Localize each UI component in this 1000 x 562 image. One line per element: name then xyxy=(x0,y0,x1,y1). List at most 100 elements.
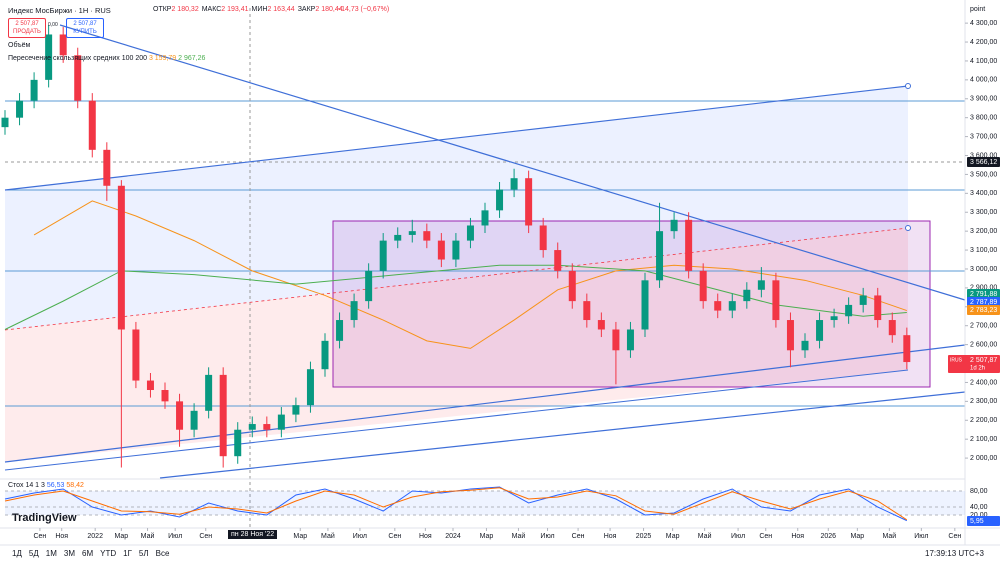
candle-body xyxy=(888,320,896,336)
y-tick-label: 3 800,00 xyxy=(970,115,997,122)
candle-body xyxy=(583,301,591,321)
y-tick-label: 4 000,00 xyxy=(970,77,997,84)
range-button[interactable]: 1Д xyxy=(12,549,22,558)
ohlc-value: 2 163,44 xyxy=(267,6,295,13)
ma-value: 2 967,26 xyxy=(178,55,206,62)
range-button[interactable]: 1Г xyxy=(123,549,132,558)
candle-body xyxy=(496,189,504,211)
x-tick-label: Май xyxy=(698,532,712,540)
channel-fill xyxy=(5,86,908,330)
candle-body xyxy=(452,240,460,260)
candle-body xyxy=(88,100,96,150)
y-tick-label: 2 400,00 xyxy=(970,379,997,386)
y-tick-label: 2 000,00 xyxy=(970,455,997,462)
range-button[interactable]: 3М xyxy=(63,549,75,558)
candle-body xyxy=(845,304,853,317)
candle-body xyxy=(626,329,634,351)
buy-price: 2 507,87 xyxy=(73,21,97,27)
last-price: 2 507,87 xyxy=(970,357,997,364)
candle-body xyxy=(772,280,780,321)
timer: 1d 2h xyxy=(970,366,985,372)
x-tick-label: 2022 xyxy=(87,533,103,540)
x-tick-label: 2026 xyxy=(820,533,836,540)
y-tick-label: 2 100,00 xyxy=(970,436,997,443)
spread: 0,00 xyxy=(48,22,58,28)
candle-body xyxy=(801,340,809,351)
candle-body xyxy=(394,234,402,241)
x-tick-label: Июл xyxy=(731,533,745,540)
ohlc-value: 2 180,32 xyxy=(171,6,199,13)
range-button[interactable]: 6М xyxy=(82,549,94,558)
candle-body xyxy=(379,240,387,271)
x-tick-label: Сен xyxy=(572,533,585,540)
candle-body xyxy=(408,231,416,235)
sell-button[interactable]: 2 507,87 ПРОДАТЬ xyxy=(8,18,46,38)
candle-body xyxy=(263,424,271,430)
y-tick-label: 2 600,00 xyxy=(970,341,997,348)
stoch-title: Стох 14 1 3 xyxy=(8,482,45,489)
candle-body xyxy=(859,295,867,305)
candle-body xyxy=(423,231,431,241)
price-badge-text: 2 783,23 xyxy=(970,307,997,314)
price-badge-text: 2 787,89 xyxy=(970,299,997,306)
range-button[interactable]: YTD xyxy=(100,549,117,558)
x-tick-label: Ноя xyxy=(419,533,432,540)
stoch-line xyxy=(4,487,908,521)
x-tick-label: Ноя xyxy=(604,533,617,540)
y-tick-label: 4 200,00 xyxy=(970,39,997,46)
range-button[interactable]: Все xyxy=(155,549,170,558)
candle-body xyxy=(757,280,765,290)
range-button[interactable]: 5Л xyxy=(138,549,149,558)
candle-body xyxy=(728,301,736,311)
trend-line xyxy=(4,369,909,471)
candle-body xyxy=(45,34,53,80)
candle-body xyxy=(903,335,911,363)
x-tick-label: Сен xyxy=(759,533,772,540)
candle-body xyxy=(350,301,358,321)
x-tick-label: Июл xyxy=(168,533,182,540)
crosshair-date: пн 28 Ноя '22 xyxy=(228,530,278,539)
candle-body xyxy=(248,424,256,430)
volume-label: Объём xyxy=(8,42,31,49)
x-tick-label: 2024 xyxy=(445,533,461,540)
candle-body xyxy=(874,295,882,321)
range-button[interactable]: 1М xyxy=(45,549,57,558)
candle-body xyxy=(656,231,664,281)
price-badge xyxy=(967,305,1000,315)
candle-body xyxy=(219,374,227,457)
candle-body xyxy=(74,55,82,101)
candle-body xyxy=(685,219,693,271)
candle-body xyxy=(16,100,24,118)
x-tick-label: Мар xyxy=(115,533,129,540)
price-badge xyxy=(967,157,1000,167)
y-tick-label: 3 200,00 xyxy=(970,228,997,235)
y-tick-label: 40,00 xyxy=(970,504,988,511)
y-tick-label: 3 900,00 xyxy=(970,96,997,103)
candle-body xyxy=(786,320,794,351)
buy-button[interactable]: 2 507,87 КУПИТЬ xyxy=(66,18,104,38)
trend-line xyxy=(4,227,909,331)
range-button[interactable]: 5Д xyxy=(28,549,39,558)
ma-title: Пересечение скользящих средних 100 200 xyxy=(8,55,147,62)
anchor xyxy=(905,83,911,89)
ohlc-value: 2 193,41 xyxy=(221,6,249,13)
symbol-badge: IRUS xyxy=(950,357,963,363)
x-tick-label: 2025 xyxy=(636,533,652,540)
candle-body xyxy=(277,414,285,430)
channel-fill xyxy=(5,228,908,462)
moving-average xyxy=(33,200,907,349)
candle-body xyxy=(510,178,518,190)
anchor xyxy=(905,225,911,231)
scale-unit: point xyxy=(970,6,986,13)
candle-body xyxy=(234,429,242,457)
x-tick-label: Мар xyxy=(480,533,494,540)
y-tick-label: 3 400,00 xyxy=(970,190,997,197)
candle-body xyxy=(816,320,824,341)
candle-body xyxy=(597,320,605,330)
candle-body xyxy=(612,329,620,351)
y-tick-label: 4 100,00 xyxy=(970,58,997,65)
stoch-value: 58,42 xyxy=(66,482,84,489)
y-tick-label: 3 300,00 xyxy=(970,209,997,216)
ohlc: ОТКР2 180,32 МАКС2 193,41 МИН2 163,44 ЗАКР2… xyxy=(150,6,343,13)
x-tick-label: Сен xyxy=(33,533,46,540)
